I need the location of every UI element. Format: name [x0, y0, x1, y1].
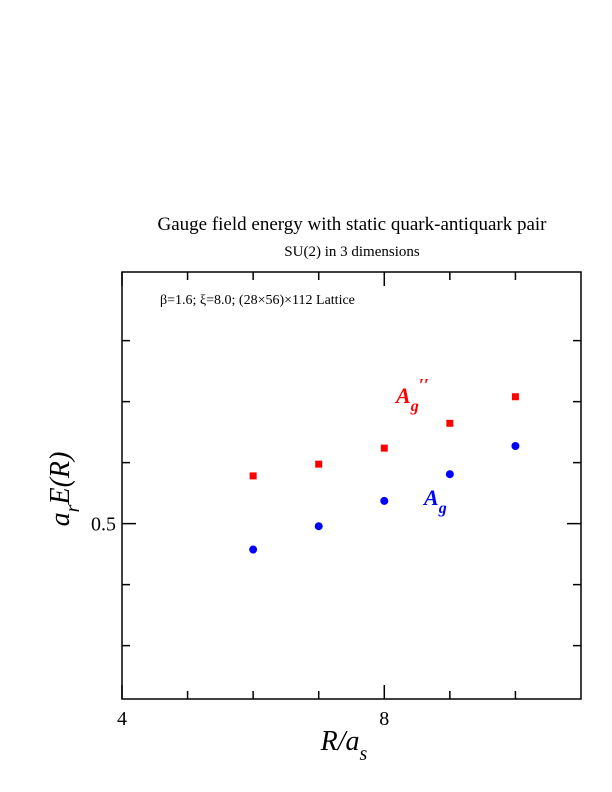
x-axis-label: R/as — [320, 726, 368, 765]
series-label-sub: g — [438, 500, 447, 517]
data-points — [249, 393, 520, 554]
axis-ticks — [121, 272, 581, 699]
data-point-square — [249, 472, 257, 480]
y-axis-label-main: E(R) — [45, 452, 76, 506]
chart-subtitle: SU(2) in 3 dimensions — [284, 244, 420, 260]
data-point-circle — [380, 496, 389, 505]
data-point-square — [446, 419, 454, 427]
y-axis-label-sub: r — [62, 504, 84, 512]
series-label-sub: g — [410, 398, 419, 415]
series-label-ag-double-prime: Ag′′ — [394, 375, 429, 415]
y-tick-label: 0.5 — [91, 514, 116, 536]
series-label-main: A — [422, 485, 439, 510]
y-axis-label: arE(R) — [45, 452, 84, 527]
data-point-circle — [511, 442, 520, 451]
x-axis-label-sub: s — [360, 743, 368, 765]
data-point-square — [511, 393, 519, 401]
series-label-ag: Ag — [422, 485, 447, 517]
data-point-square — [380, 444, 388, 452]
tick-labels: 4 80.5 — [91, 514, 389, 730]
data-point-square — [315, 460, 323, 468]
annotation-text: β=1.6; ξ=8.0; (28×56)×112 Lattice — [160, 293, 355, 308]
x-tick-label: 4 — [117, 708, 127, 730]
series-label-main: A — [394, 383, 411, 408]
data-point-circle — [314, 522, 323, 531]
y-axis-label-pre: a — [45, 512, 76, 526]
chart-title: Gauge field energy with static quark-ant… — [157, 214, 547, 235]
x-axis-label-main: R/a — [320, 726, 360, 757]
series-label-sup: ′′ — [419, 375, 429, 395]
data-point-circle — [249, 545, 258, 554]
plot-frame — [121, 271, 582, 700]
data-point-circle — [445, 470, 454, 479]
x-tick-label: 8 — [379, 708, 389, 730]
